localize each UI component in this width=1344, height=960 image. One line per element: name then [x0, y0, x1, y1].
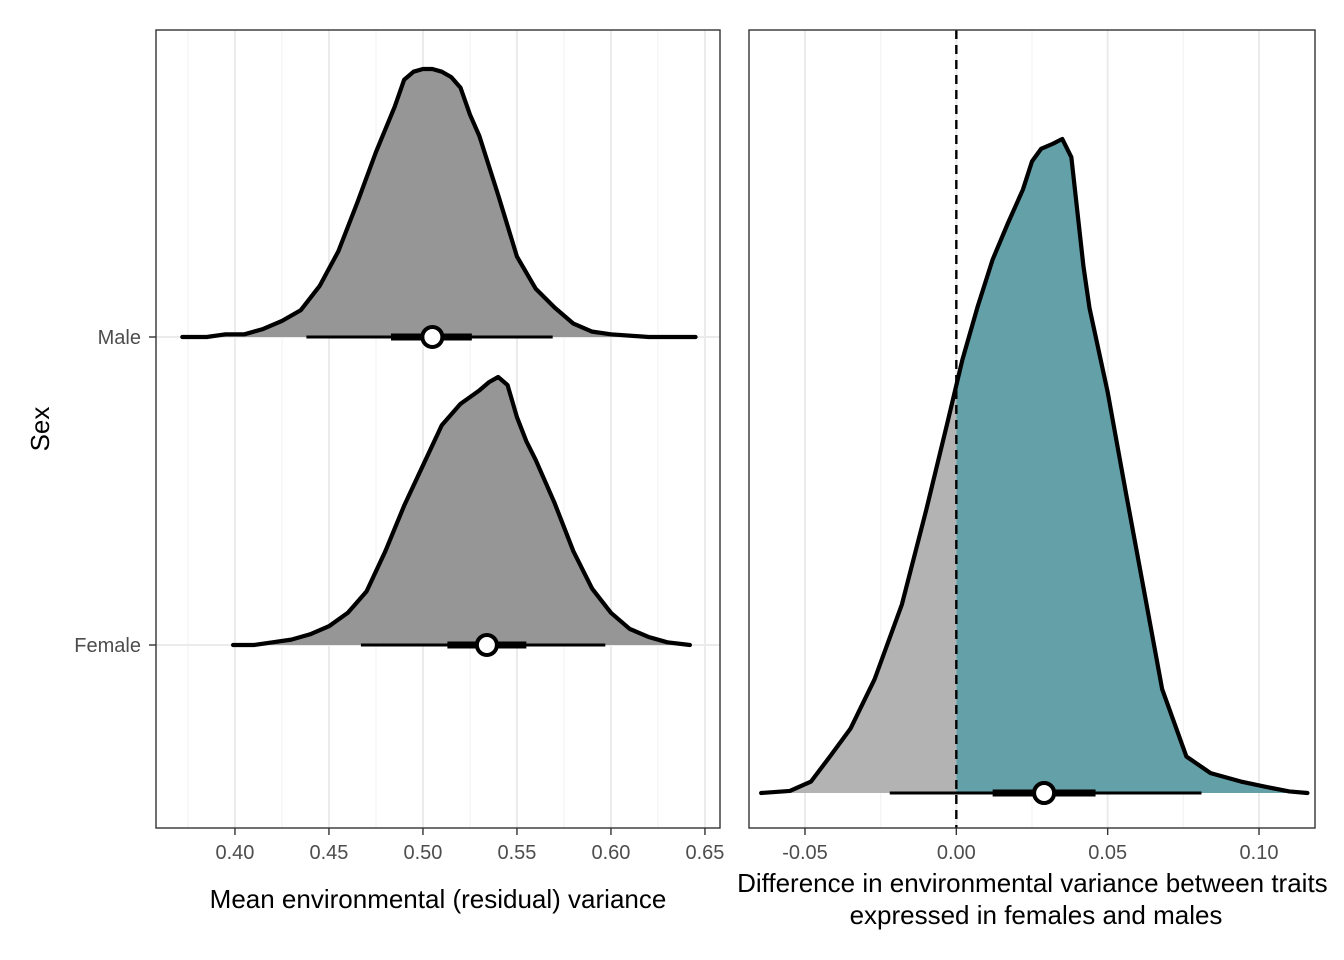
x-tick-label: -0.05 — [782, 842, 828, 864]
right-panel: -0.05 0.00 0.05 0.10 Difference in environm… — [737, 29, 1335, 930]
density-outline-female — [230, 374, 693, 648]
x-tick-label: 0.10 — [1240, 842, 1279, 864]
left-x-axis-title: Mean environmental (residual) variance — [210, 884, 667, 914]
x-tick-label: 0.05 — [1088, 842, 1127, 864]
x-tick-label: 0.60 — [591, 842, 630, 864]
y-axis-title: Sex — [25, 407, 55, 452]
density-area-below-zero — [761, 385, 957, 793]
density-outline-series — [759, 136, 1310, 796]
x-tick-label: 0.45 — [309, 842, 348, 864]
left-densities — [180, 66, 698, 657]
left-x-ticks: 0.40 0.45 0.50 0.55 0.60 0.65 — [215, 828, 724, 864]
x-tick-label: 0.55 — [497, 842, 536, 864]
x-tick-label: 0.00 — [937, 842, 976, 864]
halfeye-female — [230, 374, 693, 657]
x-tick-label: 0.65 — [685, 842, 724, 864]
left-panel: 0.40 0.45 0.50 0.55 0.60 0.65 Male Female Mean… — [25, 29, 724, 914]
y-tick-label-female: Female — [74, 635, 141, 657]
density-outline-male — [180, 66, 698, 340]
y-tick-label-male: Male — [98, 327, 141, 349]
halfeye-male — [180, 66, 698, 349]
point-estimate — [474, 633, 499, 657]
density-area-male — [182, 69, 696, 337]
halfeye-difference — [759, 136, 1310, 805]
density-area-female — [233, 377, 690, 645]
right-density — [759, 30, 1310, 828]
point-estimate — [1032, 781, 1057, 805]
x-tick-label: 0.40 — [215, 842, 254, 864]
left-panel-border — [155, 29, 721, 829]
left-y-ticks: Male Female — [74, 327, 156, 657]
right-x-axis-title: Difference in environmental variance bet… — [737, 868, 1335, 930]
x-tick-label: 0.50 — [403, 842, 442, 864]
point-estimate — [420, 325, 445, 349]
density-area-above-zero — [956, 138, 1308, 793]
right-x-axis-title-line-2: expressed in females and males — [850, 900, 1223, 930]
right-panel-border — [748, 29, 1316, 829]
right-x-axis-title-line-1: Difference in environmental variance bet… — [737, 868, 1328, 898]
right-x-ticks: -0.05 0.00 0.05 0.10 — [782, 828, 1278, 864]
